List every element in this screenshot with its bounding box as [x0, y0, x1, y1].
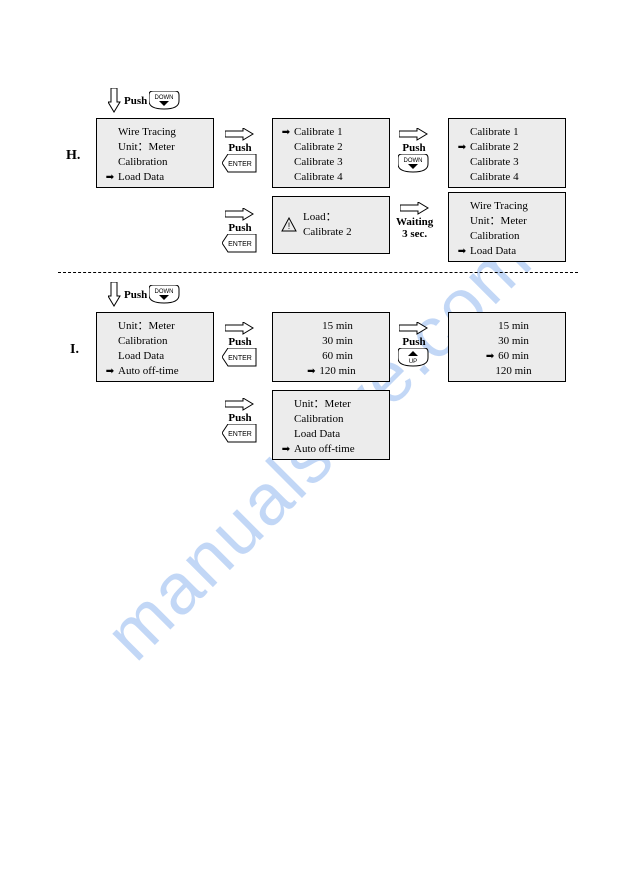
push-label: Push: [124, 95, 147, 107]
i3-r2: 60 min: [498, 349, 529, 364]
i4-r1: Calibration: [294, 412, 344, 427]
pointer-icon: [281, 442, 291, 457]
warning-icon: [281, 217, 297, 233]
push-label: Push: [228, 336, 251, 348]
push-label: Push: [124, 289, 147, 301]
pointer-icon: [281, 125, 291, 140]
enter-button-icon: [222, 234, 258, 254]
push-label: Push: [402, 336, 425, 348]
screen-H4: Load： Calibrate 2: [272, 196, 390, 254]
screen-H3: Calibrate 1 Calibrate 2 Calibrate 3 Cali…: [448, 118, 566, 188]
i4-r0: Unit：Meter: [294, 397, 351, 412]
arrow-right-icon: [225, 128, 255, 142]
h5-r3: Load Data: [470, 244, 516, 259]
pointer-icon: [485, 349, 495, 364]
conn-H3: Push: [222, 208, 258, 254]
conn-H2: Push: [398, 128, 430, 174]
waiting-label: Waiting: [396, 216, 433, 228]
h1-r2: Calibration: [118, 155, 168, 170]
down-button-icon: [149, 285, 181, 305]
i4-r3: Auto off-time: [294, 442, 355, 457]
i1-r0: Unit：Meter: [118, 319, 175, 334]
h3-r3: Calibrate 4: [470, 170, 519, 185]
h2-r1: Calibrate 2: [294, 140, 343, 155]
h2-r0: Calibrate 1: [294, 125, 343, 140]
arrow-right-icon: [225, 322, 255, 336]
waiting-time: 3 sec.: [402, 228, 427, 240]
i1-r2: Load Data: [118, 349, 164, 364]
i2-r0: 15 min: [322, 319, 353, 334]
h5-r1: Unit：Meter: [470, 214, 527, 229]
arrow-right-icon: [225, 398, 255, 412]
arrow-right-icon: [400, 202, 430, 216]
h1-r3: Load Data: [118, 170, 164, 185]
screen-H1: Wire Tracing Unit：Meter Calibration Load…: [96, 118, 214, 188]
push-down-H: Push: [108, 88, 181, 114]
h5-r0: Wire Tracing: [470, 199, 528, 214]
h1-r1: Unit：Meter: [118, 140, 175, 155]
h5-r2: Calibration: [470, 229, 520, 244]
push-label: Push: [228, 412, 251, 424]
h2-r3: Calibrate 4: [294, 170, 343, 185]
pointer-icon: [306, 364, 316, 379]
pointer-icon: [457, 244, 467, 259]
h2-r2: Calibrate 3: [294, 155, 343, 170]
pointer-icon: [105, 364, 115, 379]
pointer-icon: [105, 170, 115, 185]
conn-I1: Push: [222, 322, 258, 368]
h4-l2: Calibrate 2: [303, 225, 352, 240]
conn-H4: Waiting 3 sec.: [396, 202, 433, 240]
i3-r1: 30 min: [498, 334, 529, 349]
down-button-icon: [398, 154, 430, 174]
arrow-right-icon: [399, 128, 429, 142]
up-button-icon: [398, 348, 430, 368]
enter-button-icon: [222, 348, 258, 368]
enter-button-icon: [222, 154, 258, 174]
section-label-H: H.: [66, 148, 80, 164]
i1-r3: Auto off-time: [118, 364, 179, 379]
push-label: Push: [228, 222, 251, 234]
screen-H5: Wire Tracing Unit：Meter Calibration Load…: [448, 192, 566, 262]
conn-I2: Push: [398, 322, 430, 368]
screen-I4: Unit：Meter Calibration Load Data Auto of…: [272, 390, 390, 460]
i2-r2: 60 min: [322, 349, 353, 364]
h3-r2: Calibrate 3: [470, 155, 519, 170]
h1-r0: Wire Tracing: [118, 125, 176, 140]
down-button-icon: [149, 91, 181, 111]
i2-r3: 120 min: [319, 364, 355, 379]
screen-H2: Calibrate 1 Calibrate 2 Calibrate 3 Cali…: [272, 118, 390, 188]
i4-r2: Load Data: [294, 427, 340, 442]
i1-r1: Calibration: [118, 334, 168, 349]
arrow-right-icon: [399, 322, 429, 336]
screen-I3: 15 min 30 min 60 min 120 min: [448, 312, 566, 382]
arrow-right-icon: [225, 208, 255, 222]
i2-r1: 30 min: [322, 334, 353, 349]
screen-I1: Unit：Meter Calibration Load Data Auto of…: [96, 312, 214, 382]
i3-r3: 120 min: [495, 364, 531, 379]
screen-I2: 15 min 30 min 60 min 120 min: [272, 312, 390, 382]
section-divider: [58, 272, 578, 273]
push-down-I: Push: [108, 282, 181, 308]
h3-r1: Calibrate 2: [470, 140, 519, 155]
section-label-I: I.: [70, 342, 79, 358]
enter-button-icon: [222, 424, 258, 444]
push-label: Push: [228, 142, 251, 154]
h3-r0: Calibrate 1: [470, 125, 519, 140]
push-label: Push: [402, 142, 425, 154]
h4-l1: Load：: [303, 210, 352, 225]
conn-H1: Push: [222, 128, 258, 174]
pointer-icon: [457, 140, 467, 155]
i3-r0: 15 min: [498, 319, 529, 334]
conn-I3: Push: [222, 398, 258, 444]
